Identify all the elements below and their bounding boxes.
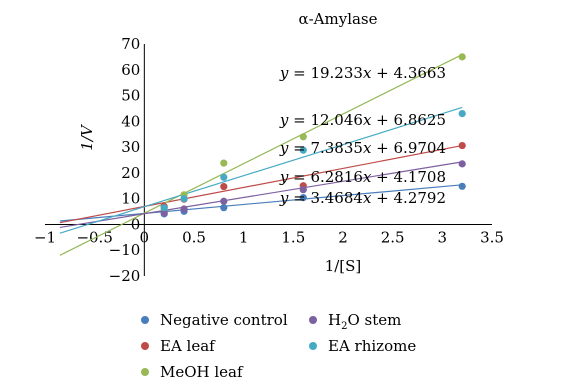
trendline xyxy=(59,106,463,234)
data-point xyxy=(458,53,466,61)
legend-label: Negative control xyxy=(160,311,288,329)
trendline xyxy=(59,54,463,256)
legend-marker xyxy=(309,342,317,350)
data-point xyxy=(220,159,228,167)
x-tick-label: 2.5 xyxy=(381,228,405,246)
y-tick-label: 0 xyxy=(131,215,141,233)
trendline-equation: y = 7.3835x + 6.9704 xyxy=(279,139,446,157)
x-tick-label: 0.5 xyxy=(182,228,206,246)
legend-label: H2O stem xyxy=(328,311,401,332)
y-tick-label: 50 xyxy=(121,87,140,105)
y-tick-label: 60 xyxy=(121,61,140,79)
data-point xyxy=(458,110,466,118)
x-tick-label: 2 xyxy=(338,228,348,246)
x-tick-labels: −1−0.500.511.522.533.5 xyxy=(34,228,504,246)
y-axis-label: 1/V xyxy=(78,123,96,151)
legend-marker xyxy=(309,316,317,324)
trendline-equation: y = 19.233x + 4.3663 xyxy=(279,64,446,82)
data-point xyxy=(299,146,307,154)
trendline-equation: y = 12.046x + 6.8625 xyxy=(279,111,446,129)
trendline xyxy=(59,184,463,222)
data-point xyxy=(160,204,168,212)
data-point xyxy=(299,133,307,141)
plot-area: −1−0.500.511.522.533.5 −20−1001020304050… xyxy=(34,35,504,285)
chart-title: α-Amylase xyxy=(298,10,377,28)
data-point xyxy=(220,182,228,191)
trendline-equations: y = 3.4684x + 4.2792 y = 7.3835x + 6.9704… xyxy=(279,64,446,207)
x-axis-label: 1/[S] xyxy=(325,257,362,275)
data-point xyxy=(220,173,228,181)
data-point xyxy=(220,197,228,205)
x-tick-label: −1 xyxy=(34,228,56,246)
legend-label: EA rhizome xyxy=(328,337,416,355)
x-tick-label: 0 xyxy=(140,228,150,246)
legend-marker xyxy=(141,342,149,350)
data-point xyxy=(458,141,466,150)
data-point xyxy=(180,205,188,213)
legend-marker xyxy=(141,368,149,376)
data-points xyxy=(160,53,466,218)
data-point xyxy=(458,160,466,168)
trendlines xyxy=(59,54,463,256)
legend-label: EA leaf xyxy=(160,337,216,355)
legend: Negative control EA leaf MeOH leaf H2O stem… xyxy=(141,311,416,381)
y-tick-label: 20 xyxy=(121,164,140,182)
y-tick-label: 70 xyxy=(121,35,140,53)
data-point xyxy=(220,204,228,212)
x-tick-label: 3 xyxy=(438,228,448,246)
trendline xyxy=(59,161,463,229)
data-point xyxy=(299,186,307,194)
x-tick-label: 1 xyxy=(239,228,249,246)
data-point xyxy=(299,194,307,202)
trendline-equation: y = 6.2816x + 4.1708 xyxy=(279,168,446,186)
data-point xyxy=(160,209,168,217)
trendline xyxy=(59,144,463,224)
data-point xyxy=(458,182,466,190)
y-tick-label: 40 xyxy=(121,112,140,130)
legend-label: MeOH leaf xyxy=(160,363,244,381)
y-tick-label: −10 xyxy=(109,241,141,259)
x-tick-label: 3.5 xyxy=(480,228,504,246)
y-tick-label: 30 xyxy=(121,138,140,156)
y-tick-label: 10 xyxy=(121,190,140,208)
legend-marker xyxy=(141,316,149,324)
y-tick-label: −20 xyxy=(109,267,141,285)
x-tick-label: 1.5 xyxy=(281,228,305,246)
data-point xyxy=(180,195,188,203)
trendline-equation: y = 3.4684x + 4.2792 xyxy=(279,189,446,207)
y-tick-labels: −20 −10 0 10 20 30 40 50 60 70 xyxy=(109,35,141,285)
